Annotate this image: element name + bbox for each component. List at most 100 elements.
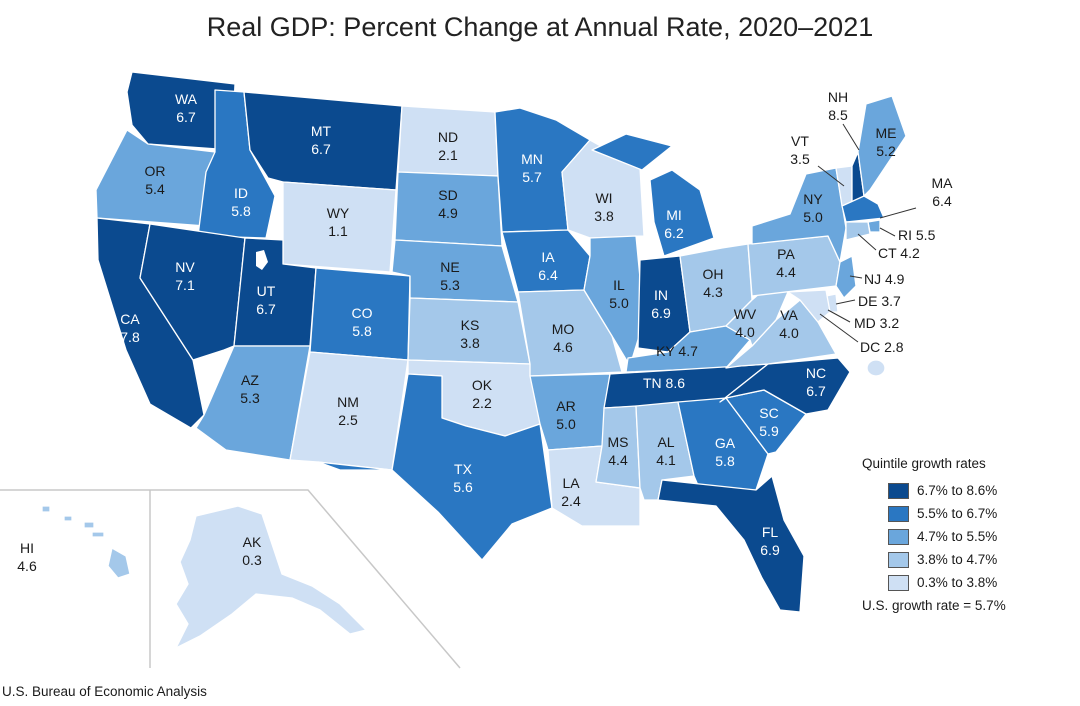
state-label-wv: WV 4.0 [734,306,757,340]
legend-item: 3.8% to 4.7% [862,548,1062,571]
state-label-ny: NY 5.0 [803,191,823,225]
source-credit: U.S. Bureau of Economic Analysis [2,684,207,699]
state-label-dc: DC 2.8 [860,339,904,355]
leader-dc [819,313,859,343]
state-label-ne: NE 5.3 [440,259,460,293]
state-label-nj: NJ 4.9 [864,271,905,287]
state-fl[interactable] [657,475,805,613]
state-nc[interactable] [719,357,851,415]
state-label-wi: WI 3.8 [594,190,614,224]
leader-ct [857,233,877,251]
state-label-ks: KS 3.8 [460,317,480,351]
state-label-hi: HI 4.6 [17,540,37,574]
state-label-va: VA 4.0 [779,307,799,341]
state-label-co: CO 5.8 [352,305,373,339]
state-label-me: ME 5.2 [876,125,897,159]
state-wi[interactable] [561,139,645,239]
state-label-pa: PA 4.4 [776,246,796,280]
state-label-nm: NM 2.5 [337,394,359,428]
state-label-vt: VT 3.5 [790,133,810,167]
state-tx[interactable] [317,373,553,561]
legend-item: 4.7% to 5.5% [862,525,1062,548]
state-label-ar: AR 5.0 [556,398,576,432]
legend-item: 5.5% to 6.7% [862,502,1062,525]
state-mi[interactable] [591,133,715,257]
state-label-mn: MN 5.7 [521,151,543,185]
state-label-nv: NV 7.1 [175,259,195,293]
legend-note: U.S. growth rate = 5.7% [862,598,1006,613]
state-wy[interactable] [282,181,397,273]
state-label-az: AZ 5.3 [240,372,260,406]
state-label-ca: CA 7.8 [120,311,140,345]
state-label-sc: SC 5.9 [759,405,779,439]
legend-item: 0.3% to 3.8% [862,571,1062,594]
leader-de [835,299,856,305]
state-label-md: MD 3.2 [854,315,899,331]
legend-swatch [888,528,909,545]
state-nm[interactable] [289,351,409,471]
legend-swatch [888,574,909,591]
state-label-or: OR 5.4 [145,163,166,197]
legend-swatch [888,505,909,522]
state-label-tx: TX 5.6 [453,461,473,495]
legend: Quintile growth rates 6.7% to 8.6% 5.5% … [862,456,1062,613]
state-label-ga: GA 5.8 [715,435,736,469]
legend-swatch [888,482,909,499]
state-ma[interactable] [841,195,885,223]
state-label-sd: SD 4.9 [438,187,458,221]
state-label-oh: OH 4.3 [703,266,724,300]
state-ms[interactable] [595,405,641,489]
leader-ma [879,207,917,219]
state-me[interactable] [857,95,907,197]
legend-label: 4.7% to 5.5% [917,529,998,544]
state-label-de: DE 3.7 [858,293,901,309]
leader-vt [817,165,845,187]
state-label-mt: MT 6.7 [311,123,332,157]
legend-item: 6.7% to 8.6% [862,479,1062,502]
state-label-ok: OK 2.2 [472,377,493,411]
state-label-ak: AK 0.3 [242,534,262,568]
legend-label: 6.7% to 8.6% [917,483,998,498]
state-label-ky: KY 4.7 [656,343,698,359]
leader-md [827,309,851,323]
state-label-ma: MA 6.4 [932,175,954,209]
leader-nh [842,123,860,151]
state-label-ri: RI 5.5 [898,227,936,243]
state-hi[interactable] [41,505,131,579]
legend-label: 3.8% to 4.7% [917,552,998,567]
state-label-la: LA 2.4 [561,475,581,509]
leader-nj [849,275,863,279]
legend-title: Quintile growth rates [862,456,986,471]
state-label-wy: WY 1.1 [327,205,350,239]
state-label-fl: FL 6.9 [760,524,780,558]
state-label-ct: CT 4.2 [878,245,920,261]
legend-label: 0.3% to 3.8% [917,575,998,590]
state-label-wa: WA 6.7 [175,91,198,125]
state-label-ms: MS 4.4 [608,434,629,468]
great-salt-lake [256,250,268,270]
state-wv[interactable] [725,287,789,347]
map-title: Real GDP: Percent Change at Annual Rate,… [206,12,874,42]
state-label-al: AL 4.1 [656,434,676,468]
state-il[interactable] [583,235,645,367]
state-label-id: ID 5.8 [231,185,251,219]
state-ct[interactable] [845,221,871,241]
inset-divider [0,489,461,669]
legend-swatch [888,551,909,568]
state-ak[interactable] [175,505,367,649]
state-dc[interactable] [866,359,886,377]
state-label-il: IL 5.0 [609,277,629,311]
state-label-in: IN 6.9 [651,287,671,321]
state-label-nc: NC 6.7 [806,365,826,399]
state-label-mi: MI 6.2 [664,207,684,241]
state-labels: WA 6.7 OR 5.4 CA 7.8 ID 5.8 NV 7.1 MT 6.7 WY 1.1 UT 6.7… [17,89,953,574]
state-label-ia: IA 6.4 [538,249,558,283]
state-label-tn: TN 8.6 [643,375,685,391]
state-label-nd: ND 2.1 [438,129,458,163]
state-label-nh: NH 8.5 [828,89,848,123]
legend-label: 5.5% to 6.7% [917,506,998,521]
state-nj[interactable] [835,255,857,299]
state-label-ut: UT 6.7 [256,283,276,317]
state-label-mo: MO 4.6 [552,321,575,355]
